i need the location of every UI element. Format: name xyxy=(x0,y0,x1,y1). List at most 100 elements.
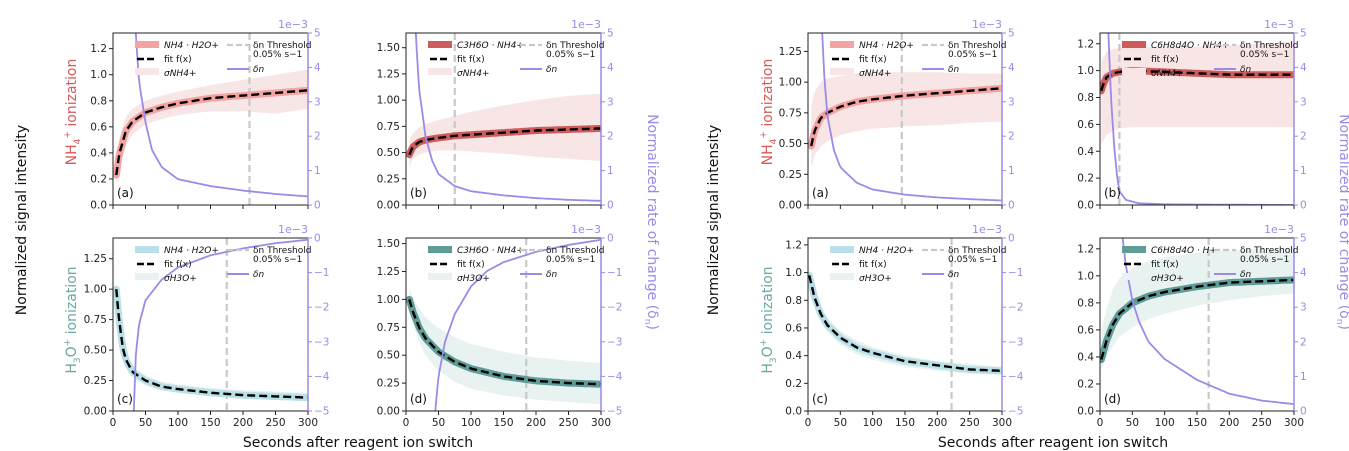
legend-delta-label: δn xyxy=(1240,270,1252,280)
ytick-label: 1.2 xyxy=(90,43,107,55)
left-row-label-top: NH4+ ionization xyxy=(63,59,83,166)
legend-sigma-label: σNH4+ xyxy=(164,69,196,79)
y2tick-label: 3 xyxy=(607,96,614,108)
panel-label: (d) xyxy=(410,392,427,406)
xtick-label: 0 xyxy=(1097,417,1104,429)
y2tick-label: 5 xyxy=(314,28,321,40)
legend-swatch-series xyxy=(1122,246,1146,253)
y2tick-label: −3 xyxy=(607,336,622,348)
ytick-label: 1.25 xyxy=(84,253,107,265)
left-ylabel: Normalized signal intensity xyxy=(14,125,30,315)
ytick-label: 0.8 xyxy=(1077,92,1094,104)
ytick-label: 1.00 xyxy=(377,294,400,306)
ytick-label: 0.75 xyxy=(377,322,400,334)
ytick-label: 0.50 xyxy=(377,350,400,362)
xtick-label: 200 xyxy=(927,417,947,429)
ytick-label: 1.00 xyxy=(779,77,802,89)
panel-label: (d) xyxy=(1104,392,1121,406)
ytick-label: 0.0 xyxy=(90,200,107,212)
y2tick-label: 1 xyxy=(1300,371,1307,383)
ytick-label: 1.0 xyxy=(90,69,107,81)
xtick-label: 250 xyxy=(558,417,578,429)
sigma-band xyxy=(116,70,308,186)
legend-swatch-series xyxy=(428,41,452,48)
legend-swatch-sigma xyxy=(1122,68,1146,75)
y2tick-label: 1 xyxy=(1008,165,1015,177)
legend-series-label: NH4 · H2O+ xyxy=(164,41,219,51)
panel-left-d: 0.000.250.500.751.001.251.50−5−4−3−2−101… xyxy=(377,223,623,429)
ytick-label: 0.2 xyxy=(1077,378,1094,390)
legend-swatch-sigma xyxy=(135,68,159,75)
y2tick-label: 4 xyxy=(314,62,321,74)
y2tick-label: −5 xyxy=(607,406,622,418)
ytick-label: 0.4 xyxy=(1077,351,1094,363)
y2tick-label: 5 xyxy=(1008,28,1015,40)
ytick-label: 1.25 xyxy=(377,68,400,80)
legend-threshold-rate: 0.05% s−1 xyxy=(546,255,595,265)
legend-threshold-rate: 0.05% s−1 xyxy=(948,255,997,265)
ytick-label: 0.25 xyxy=(377,173,400,185)
ytick-label: 0.75 xyxy=(779,107,802,119)
y2tick-label: 2 xyxy=(1300,131,1307,143)
left-y2label: Normalized rate of change (δn) xyxy=(642,114,660,330)
y2tick-label: −4 xyxy=(607,371,623,383)
y2tick-label: 0 xyxy=(1008,233,1015,245)
legend-delta-label: δn xyxy=(253,270,265,280)
y2tick-label: 0 xyxy=(1008,200,1015,212)
xtick-label: 0 xyxy=(110,417,117,429)
y2-scale-label: 1e−3 xyxy=(1264,18,1294,31)
ytick-label: 0.75 xyxy=(84,314,107,326)
legend: C3H6O · NH4+fit f(x)σH3O+δn Threshold0.0… xyxy=(428,246,604,284)
y2tick-label: −3 xyxy=(1008,336,1023,348)
legend-fit-label: fit f(x) xyxy=(457,260,485,270)
panel-left-b: 0.00 0.25 0.50 0.75 1.00 1.25 1.50 0 1 2 3 4 5 1e−3 (b… xyxy=(377,18,614,212)
right-xlabel: Seconds after reagent ion switch xyxy=(938,435,1168,451)
legend-sigma-label: σH3O+ xyxy=(164,274,197,284)
y2tick-label: 0 xyxy=(607,233,614,245)
y2tick-label: −5 xyxy=(314,406,329,418)
legend-threshold-rate: 0.05% s−1 xyxy=(948,50,997,60)
panel-left-a: 0.0 0.2 0.4 0.6 0.8 1.0 1.2 0 1 2 3 4 5 1e−3 (a) NH4 · … xyxy=(90,18,321,212)
ytick-label: 1.25 xyxy=(377,266,400,278)
legend-fit-label: fit f(x) xyxy=(1151,260,1179,270)
ytick-label: 0.8 xyxy=(785,295,802,307)
xtick-label: 200 xyxy=(526,417,546,429)
ytick-label: 1.25 xyxy=(779,46,802,58)
ytick-label: 0.8 xyxy=(90,95,107,107)
ytick-label: 0.25 xyxy=(377,378,400,390)
ytick-label: 0.0 xyxy=(785,406,802,418)
xtick-label: 300 xyxy=(298,417,318,429)
y2tick-label: −2 xyxy=(314,302,329,314)
y2tick-label: 5 xyxy=(607,28,614,40)
ytick-label: 0.6 xyxy=(90,121,107,133)
right-row-label-top: NH4+ ionization xyxy=(759,59,779,166)
legend-swatch-sigma xyxy=(830,273,854,280)
xtick-label: 250 xyxy=(1252,417,1272,429)
y2tick-label: 0 xyxy=(1300,406,1307,418)
xtick-label: 300 xyxy=(1284,417,1304,429)
right-row-label-bottom: H3O+ ionization xyxy=(759,266,779,373)
ytick-label: 0.2 xyxy=(785,378,802,390)
y2tick-label: 4 xyxy=(1008,62,1015,74)
legend-swatch-series xyxy=(135,41,159,48)
legend-fit-label: fit f(x) xyxy=(457,55,485,65)
y2tick-label: −1 xyxy=(314,267,329,279)
ytick-label: 0.6 xyxy=(785,322,802,334)
y2tick-label: 4 xyxy=(1300,62,1307,74)
y2tick-label: 1 xyxy=(607,165,614,177)
legend-series-label: C6H8d4O · H+ xyxy=(1151,246,1217,256)
legend-series-label: C3H6O · NH4+ xyxy=(457,246,524,256)
ytick-label: 0.6 xyxy=(1077,324,1094,336)
legend-delta-label: δn xyxy=(948,65,960,75)
xtick-label: 100 xyxy=(461,417,481,429)
y2tick-label: 4 xyxy=(607,62,614,74)
legend-series-label: NH4 · H2O+ xyxy=(859,41,914,51)
y2tick-label: 3 xyxy=(1300,96,1307,108)
y2tick-label: −4 xyxy=(314,371,330,383)
y2tick-label: −1 xyxy=(1008,267,1023,279)
legend-sigma-label: σNH4+ xyxy=(1151,69,1183,79)
legend-swatch-sigma xyxy=(135,273,159,280)
left-row-label-bottom: H3O+ ionization xyxy=(63,266,83,373)
ytick-label: 0.0 xyxy=(1077,406,1094,418)
